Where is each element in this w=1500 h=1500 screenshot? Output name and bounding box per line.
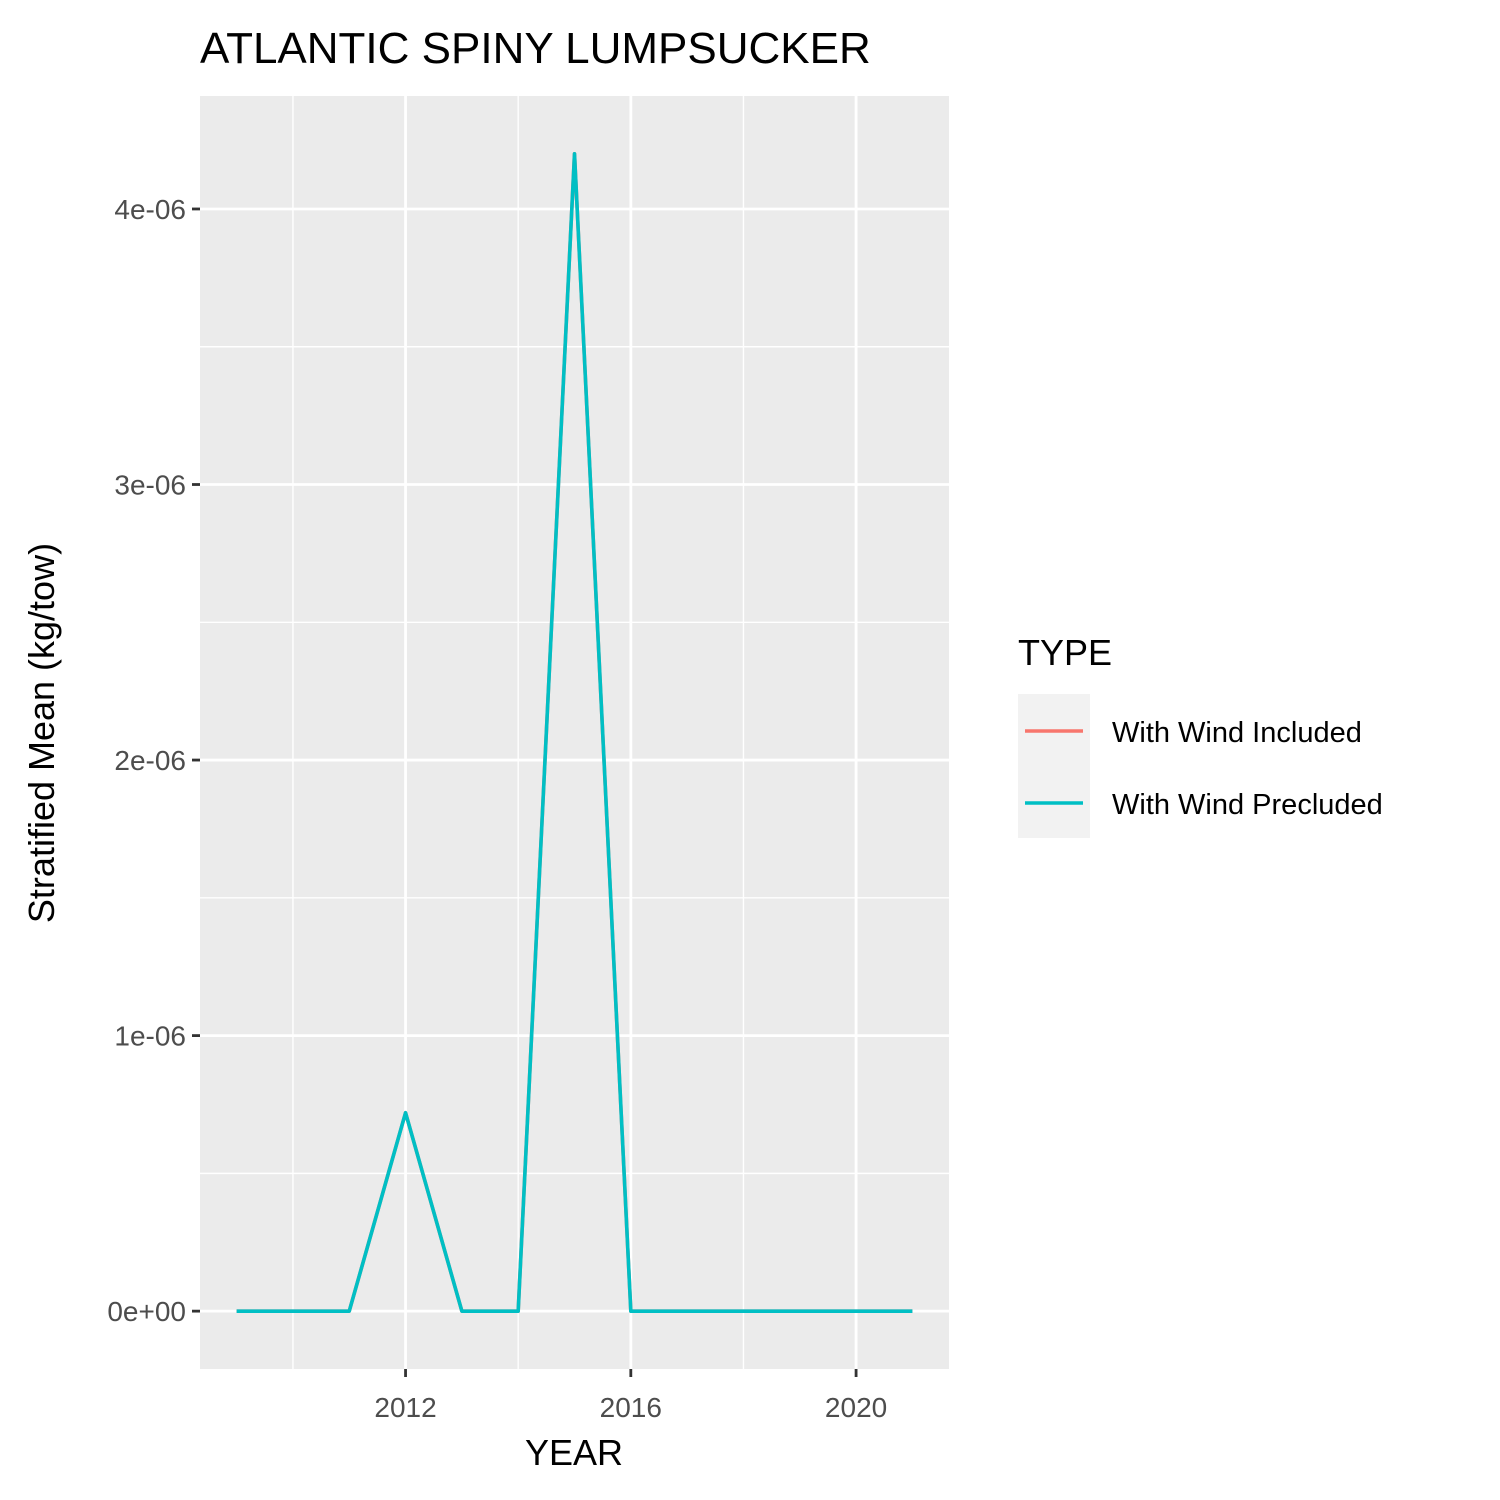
major-gridlines-y xyxy=(200,207,949,1313)
y-axis-title: Stratified Mean (kg/tow) xyxy=(21,543,62,923)
legend-key-background xyxy=(1018,694,1090,838)
y-tick-label: 2e-06 xyxy=(114,745,186,776)
y-tick-label: 0e+00 xyxy=(107,1296,186,1327)
x-tick-label: 2020 xyxy=(825,1392,887,1423)
x-axis: 2012 2016 2020 xyxy=(374,1369,887,1423)
legend-label: With Wind Precluded xyxy=(1112,789,1383,821)
y-tick-label: 4e-06 xyxy=(114,194,186,225)
legend-title: TYPE xyxy=(1018,632,1112,673)
minor-gridlines-y xyxy=(200,346,949,1175)
legend: TYPE With Wind Included With Wind Preclud… xyxy=(1018,632,1383,838)
series-layer xyxy=(236,152,913,1313)
plot-panel xyxy=(200,96,949,1369)
legend-label: With Wind Included xyxy=(1112,717,1362,749)
major-gridlines-x xyxy=(404,96,858,1369)
y-tick-label: 1e-06 xyxy=(114,1021,186,1052)
y-axis: 0e+00 1e-06 2e-06 3e-06 4e-06 xyxy=(107,194,200,1327)
chart-title: ATLANTIC SPINY LUMPSUCKER xyxy=(200,24,871,73)
minor-gridlines-x xyxy=(292,96,745,1369)
y-tick-label: 3e-06 xyxy=(114,470,186,501)
legend-items: With Wind Included With Wind Precluded xyxy=(1025,717,1383,821)
x-axis-title: YEAR xyxy=(525,1432,623,1473)
series-line-2 xyxy=(236,152,913,1313)
x-tick-label: 2012 xyxy=(374,1392,436,1423)
x-tick-label: 2016 xyxy=(600,1392,662,1423)
